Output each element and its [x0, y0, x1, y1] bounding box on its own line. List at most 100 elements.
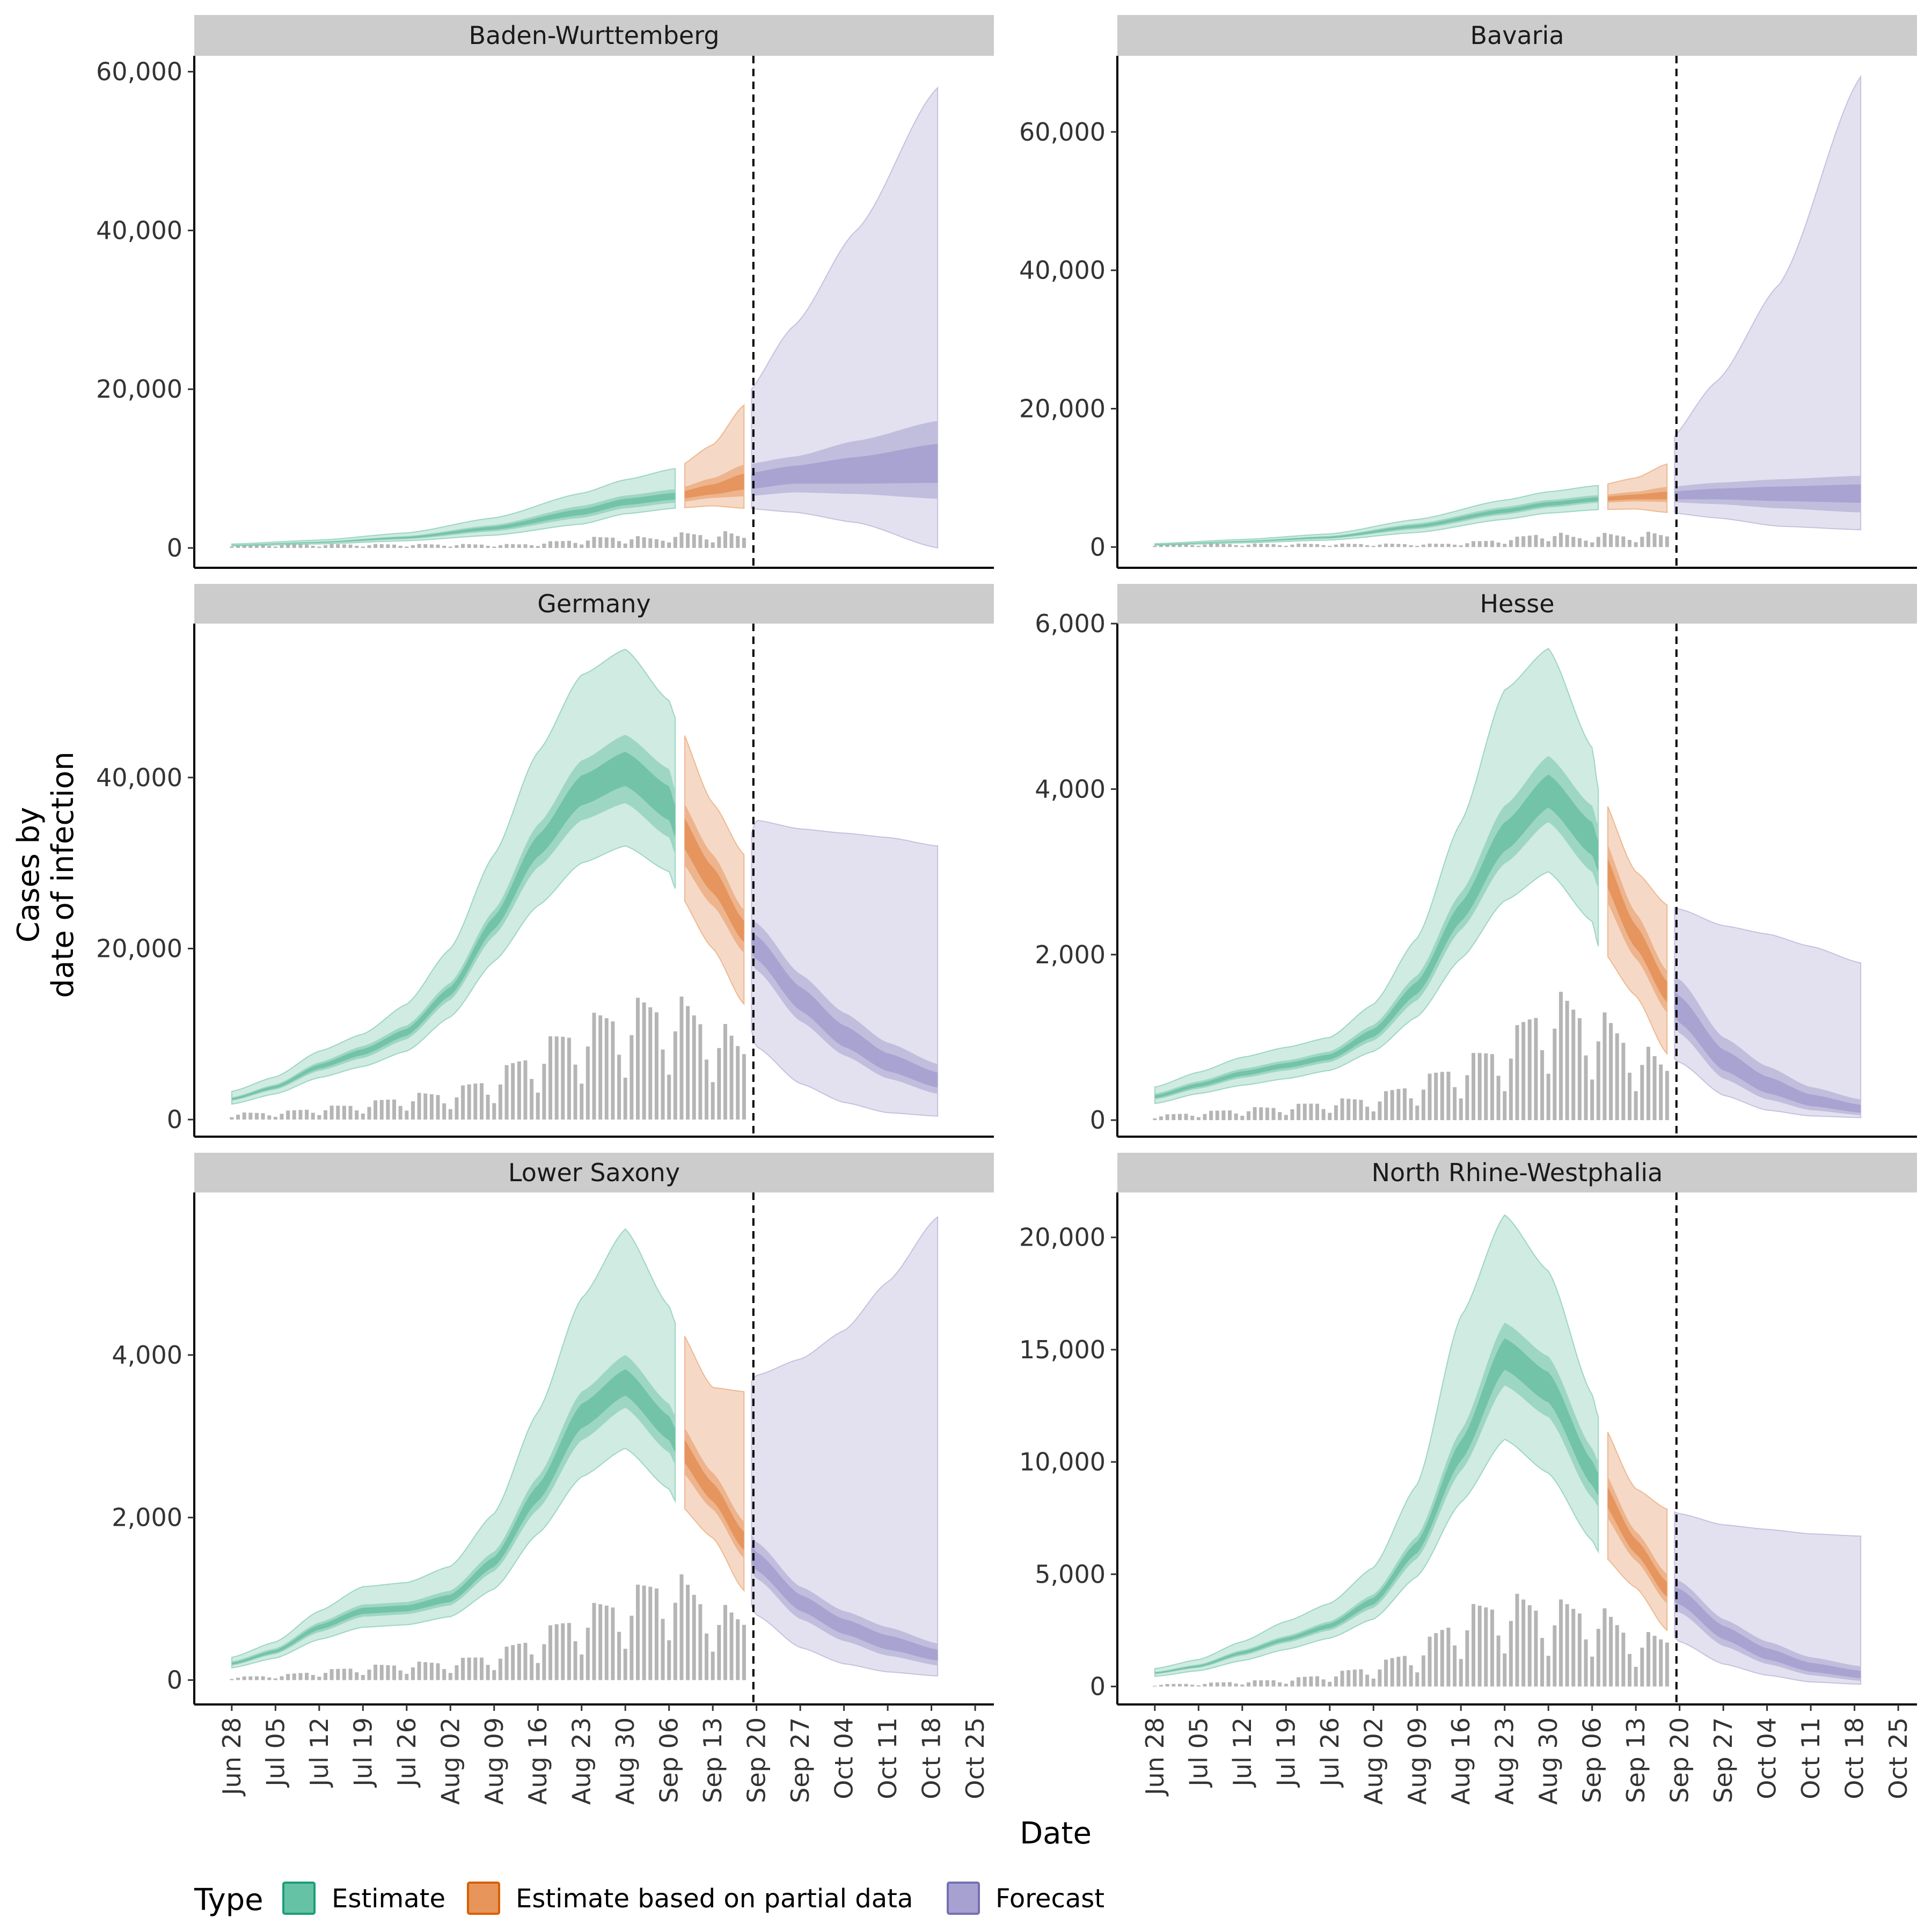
bar-hesse-day-67: [1571, 1009, 1576, 1121]
bar-lower-saxony-day-58: [592, 1602, 596, 1680]
bar-bavaria-day-40: [1402, 544, 1407, 547]
bar-germany-day-52: [554, 1036, 559, 1120]
bar-bavaria-day-33: [1359, 544, 1363, 547]
bar-lower-saxony-day-31: [423, 1662, 428, 1680]
bar-bavaria-day-37: [1384, 543, 1388, 547]
bar-baden-wurttemberg-day-54: [567, 540, 571, 548]
bar-north-rhine-westphalia-day-59: [1521, 1599, 1526, 1687]
bar-germany-day-27: [398, 1106, 402, 1120]
bar-north-rhine-westphalia-day-63: [1546, 1656, 1550, 1687]
forecast-band-20-lower-saxony: [751, 1544, 938, 1661]
bar-baden-wurttemberg-day-17: [336, 544, 340, 548]
estimate-band-90-north-rhine-westphalia: [1154, 1214, 1599, 1677]
bar-hesse-day-53: [1484, 1053, 1488, 1121]
strip-baden-wurttemberg: [194, 15, 994, 56]
bar-germany-day-56: [580, 1084, 584, 1120]
bar-baden-wurttemberg-day-26: [392, 544, 396, 548]
bar-germany-day-7: [273, 1117, 277, 1120]
bar-lower-saxony-day-30: [417, 1662, 421, 1680]
bar-hesse-day-3: [1172, 1114, 1176, 1121]
estimate-band-20-germany: [231, 752, 676, 1100]
estimate-band-50-hesse: [1154, 756, 1599, 1100]
bar-north-rhine-westphalia-day-13: [1234, 1684, 1238, 1687]
bar-baden-wurttemberg-day-15: [323, 545, 327, 548]
bar-bavaria-day-9: [1209, 543, 1213, 547]
bar-baden-wurttemberg-day-6: [267, 545, 272, 548]
bar-baden-wurttemberg-day-72: [679, 532, 684, 548]
panel-hesse: Hesse 0 2,000 4,000 6,000: [1035, 584, 1917, 1138]
bar-baden-wurttemberg-day-47: [523, 544, 528, 548]
bar-lower-saxony-day-55: [573, 1641, 577, 1680]
bar-north-rhine-westphalia-day-6: [1190, 1685, 1195, 1687]
bar-north-rhine-westphalia-day-36: [1378, 1669, 1382, 1687]
bar-hesse-day-20: [1278, 1112, 1282, 1121]
x-tick-label-north-rhine-westphalia-4: Jul 26: [1315, 1717, 1344, 1788]
bar-bavaria-day-80: [1652, 533, 1657, 547]
bar-baden-wurttemberg-day-5: [261, 544, 265, 548]
bar-hesse-day-5: [1184, 1114, 1188, 1121]
bar-bavaria-day-39: [1396, 544, 1401, 547]
legend: Type Estimate Estimate based on partial …: [194, 1882, 1104, 1918]
bar-bavaria-day-19: [1271, 544, 1276, 547]
bar-baden-wurttemberg-day-20: [355, 545, 359, 548]
bar-baden-wurttemberg-day-1: [236, 545, 240, 548]
bar-baden-wurttemberg-day-37: [461, 544, 465, 548]
bar-lower-saxony-day-1: [236, 1678, 240, 1680]
bar-bavaria-day-70: [1590, 542, 1594, 547]
bar-hesse-day-29: [1334, 1105, 1338, 1121]
bar-north-rhine-westphalia-day-57: [1509, 1621, 1513, 1687]
bar-lower-saxony-day-43: [498, 1658, 502, 1680]
bar-bavaria-day-51: [1472, 541, 1476, 547]
bar-hesse-day-75: [1621, 1043, 1626, 1121]
forecast-band-50-lower-saxony: [751, 1534, 938, 1666]
bar-baden-wurttemberg-day-60: [604, 537, 609, 548]
bar-lower-saxony-day-42: [492, 1670, 496, 1680]
bar-hesse-day-48: [1453, 1087, 1457, 1121]
bar-bavaria-day-35: [1371, 546, 1375, 547]
estimate-band-90-lower-saxony: [231, 1228, 676, 1669]
bar-hesse-day-79: [1646, 1046, 1650, 1121]
bar-bavaria-day-47: [1446, 544, 1451, 547]
strip-label-germany: Germany: [537, 589, 650, 618]
y-tick-label-germany-1: 20,000: [96, 934, 182, 963]
bar-germany-day-1: [236, 1115, 240, 1120]
partial-band-20-north-rhine-westphalia: [1607, 1487, 1667, 1597]
panel-baden-wurttemberg: Baden-Wurttemberg 0 20,000 40,000 60,000: [96, 15, 994, 569]
bar-germany-day-63: [623, 1078, 627, 1120]
forecast-band-20-bavaria: [1674, 484, 1861, 503]
bar-germany-day-39: [473, 1084, 478, 1120]
bar-germany-day-17: [336, 1106, 340, 1120]
bar-baden-wurttemberg-day-25: [386, 544, 390, 548]
bar-baden-wurttemberg-day-68: [654, 539, 658, 548]
y-tick-label-bavaria-0: 0: [1090, 532, 1106, 561]
bar-germany-day-21: [361, 1113, 365, 1120]
legend-item-estimate: Estimate: [282, 1882, 445, 1915]
bar-north-rhine-westphalia-day-39: [1396, 1657, 1401, 1687]
y-tick-label-north-rhine-westphalia-0: 0: [1090, 1672, 1106, 1701]
bar-north-rhine-westphalia-day-81: [1659, 1639, 1663, 1687]
bar-lower-saxony-day-76: [705, 1633, 709, 1680]
y-tick-label-lower-saxony-2: 4,000: [112, 1341, 182, 1370]
bar-germany-day-44: [504, 1065, 509, 1120]
bar-bavaria-day-28: [1328, 546, 1332, 547]
bar-germany-day-72: [679, 996, 684, 1120]
strip-label-north-rhine-westphalia: North Rhine-Westphalia: [1372, 1158, 1663, 1187]
bar-north-rhine-westphalia-day-31: [1346, 1670, 1351, 1687]
y-tick-label-baden-wurttemberg-0: 0: [167, 533, 182, 562]
legend-title: Type: [194, 1883, 264, 1918]
legend-key-forecast: [947, 1882, 980, 1915]
bar-north-rhine-westphalia-day-29: [1334, 1676, 1338, 1687]
bar-hesse-day-72: [1602, 1012, 1607, 1121]
bar-north-rhine-westphalia-day-80: [1652, 1636, 1657, 1687]
bar-baden-wurttemberg-day-45: [511, 544, 515, 548]
bar-hesse-day-56: [1503, 1091, 1507, 1121]
bar-germany-day-61: [611, 1021, 615, 1120]
legend-label-partial: Estimate based on partial data: [516, 1884, 913, 1914]
bar-north-rhine-westphalia-day-77: [1634, 1666, 1638, 1687]
bar-germany-day-8: [280, 1114, 284, 1120]
bar-bavaria-day-64: [1553, 536, 1557, 547]
strip-germany: [194, 584, 994, 624]
bar-north-rhine-westphalia-day-24: [1302, 1677, 1307, 1687]
bar-baden-wurttemberg-day-78: [717, 536, 721, 548]
bar-baden-wurttemberg-day-81: [736, 536, 740, 548]
